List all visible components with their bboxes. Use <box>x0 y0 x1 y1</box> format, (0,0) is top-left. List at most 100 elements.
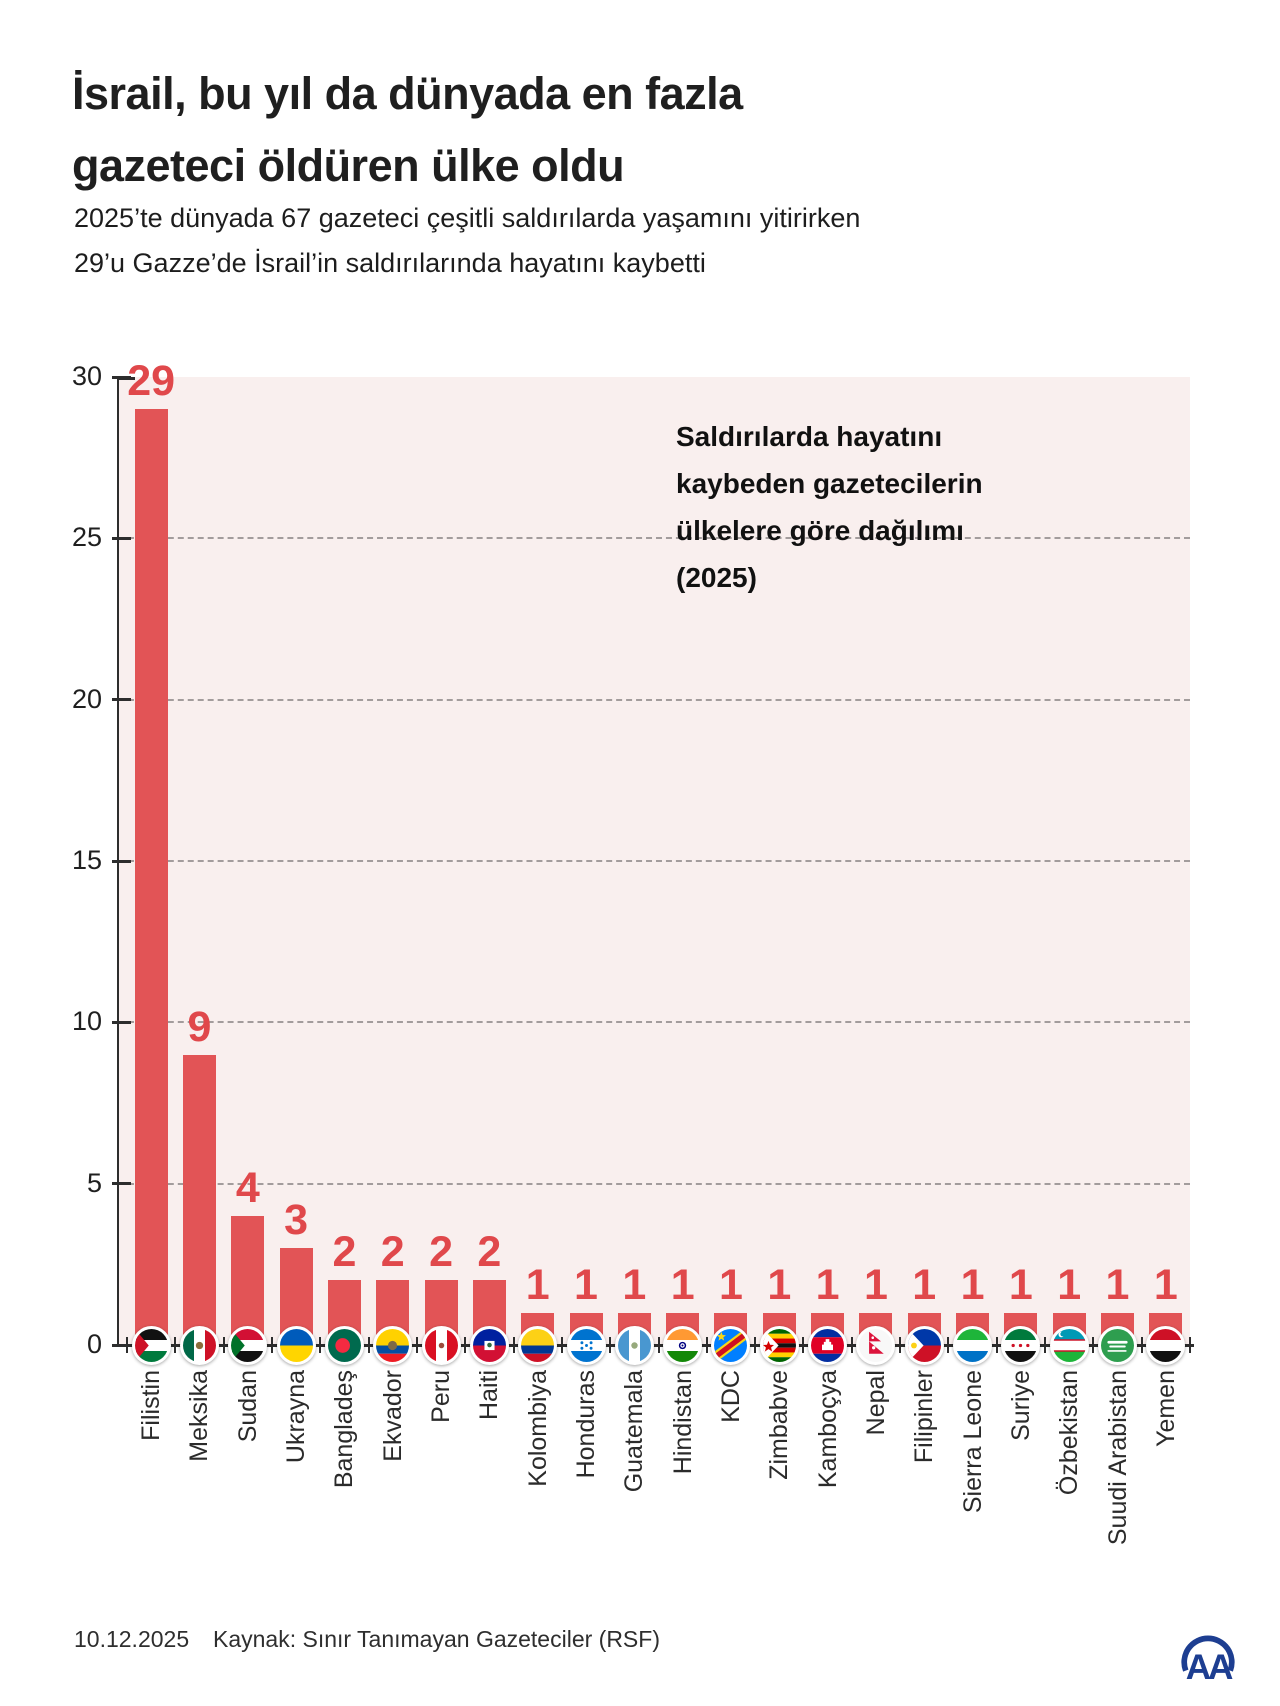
x-axis-label: Kolombiya <box>523 1370 552 1487</box>
x-axis-label: Ekvador <box>378 1370 407 1462</box>
flag-peru-icon <box>421 1325 461 1365</box>
bar-value-label: 1 <box>863 1260 888 1309</box>
x-axis-label: Hindistan <box>668 1370 697 1475</box>
x-axis-label: Peru <box>427 1370 456 1423</box>
flag-ecuador-icon <box>373 1325 413 1365</box>
x-axis-label: Meksika <box>185 1370 214 1462</box>
flag-philippines-icon <box>904 1325 944 1365</box>
flag-mexico-icon <box>179 1325 219 1365</box>
footer-source: Kaynak: Sınır Tanımayan Gazeteciler (RSF… <box>213 1626 660 1652</box>
gridline <box>118 698 1190 701</box>
flag-guatemala-icon <box>614 1325 654 1365</box>
x-axis-label: Özbekistan <box>1055 1370 1084 1496</box>
x-axis-label: Honduras <box>572 1370 601 1479</box>
bar-value-label: 1 <box>815 1260 840 1309</box>
y-axis-label: 15 <box>71 845 102 875</box>
x-axis-label: Haiti <box>475 1370 504 1421</box>
bar-value-label: 1 <box>574 1260 598 1309</box>
x-axis-label: Suudi Arabistan <box>1103 1370 1132 1546</box>
flag-syria-icon <box>1001 1325 1041 1365</box>
x-axis-label: Nepal <box>861 1370 890 1436</box>
page-title-line2: gazeteci öldüren ülke oldu <box>72 140 625 191</box>
chart-annotation-line: Saldırılarda hayatını <box>676 421 943 452</box>
gridline <box>118 860 1190 862</box>
flag-india-icon <box>663 1325 703 1365</box>
bar-value-label: 1 <box>1153 1260 1178 1309</box>
flag-yemen-icon <box>1146 1325 1186 1365</box>
bar-value-label: 4 <box>235 1163 260 1212</box>
bar-value-label: 2 <box>429 1228 454 1277</box>
y-axis-label: 10 <box>71 1006 102 1037</box>
y-axis-label: 20 <box>71 683 102 714</box>
bar-value-label: 1 <box>912 1260 937 1309</box>
y-axis-tick <box>112 859 131 863</box>
y-axis-tick <box>112 536 131 540</box>
y-axis-tick <box>112 698 131 702</box>
bar <box>134 409 168 1345</box>
flag-palestine-icon <box>131 1325 171 1365</box>
gridline <box>118 1182 1190 1185</box>
footer-date: 10.12.2025 <box>74 1626 190 1652</box>
page-subtitle-line2: 29’u Gazze’de İsrail’in saldırılarında h… <box>74 248 706 278</box>
flag-honduras-icon <box>566 1325 606 1365</box>
flag-dr-congo-icon <box>711 1325 751 1365</box>
bar-value-label: 1 <box>670 1260 695 1309</box>
y-axis-label: 30 <box>71 361 102 391</box>
x-axis-label: Suriye <box>1006 1370 1035 1441</box>
bar-value-label: 29 <box>127 357 176 406</box>
y-axis-tick <box>112 1182 131 1186</box>
bar <box>182 1054 216 1345</box>
page-title-line1: İsrail, bu yıl da dünyada en fazla <box>72 68 743 119</box>
flag-bangladesh-icon <box>324 1325 364 1365</box>
bar-value-label: 1 <box>960 1260 985 1309</box>
x-axis-label: Bangladeş <box>330 1370 359 1489</box>
bar-value-label: 1 <box>1008 1260 1033 1309</box>
flag-cambodia-icon <box>808 1325 848 1365</box>
page-subtitle: 2025’te dünyada 67 gazeteci çeşitli sald… <box>74 196 1174 286</box>
x-axis-label: Yemen <box>1151 1370 1180 1447</box>
bar-value-label: 1 <box>1057 1260 1082 1309</box>
x-axis-label: Filipinler <box>910 1370 939 1464</box>
y-axis-tick <box>112 1020 131 1024</box>
y-axis-label: 5 <box>86 1167 102 1198</box>
x-axis-line <box>117 1344 1194 1347</box>
flag-ukraine-icon <box>276 1325 316 1365</box>
bar-value-label: 2 <box>477 1228 502 1277</box>
bar-value-label: 1 <box>622 1260 647 1309</box>
bar-value-label: 3 <box>284 1196 309 1245</box>
flag-sierra-leone-icon <box>953 1325 993 1365</box>
flag-zimbabwe-icon <box>759 1325 799 1365</box>
chart-annotation: Saldırılarda hayatını kaybeden gazetecil… <box>676 413 983 601</box>
flag-saudi-arabia-icon <box>1098 1325 1138 1365</box>
flag-uzbekistan-icon <box>1049 1325 1089 1365</box>
flag-haiti-icon <box>469 1325 509 1365</box>
chart-annotation-line: (2025) <box>676 562 757 593</box>
gridline <box>118 1021 1190 1024</box>
bar-value-label: 1 <box>767 1260 792 1309</box>
bar-value-label: 2 <box>332 1228 357 1277</box>
bar-value-label: 1 <box>525 1260 550 1309</box>
x-axis-label: Guatemala <box>620 1370 649 1493</box>
bar-value-label: 9 <box>187 1002 212 1051</box>
aa-logo-arc <box>1181 1635 1235 1672</box>
aa-agency-logo: AA <box>1181 1635 1236 1686</box>
x-axis-label: Sierra Leone <box>958 1370 987 1514</box>
axis-corner-tick <box>119 377 135 380</box>
chart-annotation-line: kaybeden gazetecilerin <box>676 468 983 499</box>
flag-colombia-icon <box>518 1325 558 1365</box>
x-axis-label: Filistin <box>137 1370 166 1441</box>
gridline <box>118 537 1190 540</box>
y-axis-label: 0 <box>86 1329 102 1359</box>
y-axis-label: 25 <box>71 522 102 553</box>
bar-value-label: 2 <box>380 1228 405 1277</box>
flag-sudan-icon <box>228 1325 268 1365</box>
bar-value-label: 1 <box>1105 1260 1130 1309</box>
bar-chart-plot-area <box>118 377 1190 1345</box>
chart-annotation-line: ülkelere göre dağılımı <box>676 515 964 546</box>
x-axis-label: Zimbabve <box>765 1370 794 1480</box>
page-title: İsrail, bu yıl da dünyada en fazla gazet… <box>72 58 1172 202</box>
bar <box>231 1215 265 1345</box>
page-subtitle-line1: 2025’te dünyada 67 gazeteci çeşitli sald… <box>74 203 861 233</box>
x-axis-label: Ukrayna <box>282 1370 311 1464</box>
